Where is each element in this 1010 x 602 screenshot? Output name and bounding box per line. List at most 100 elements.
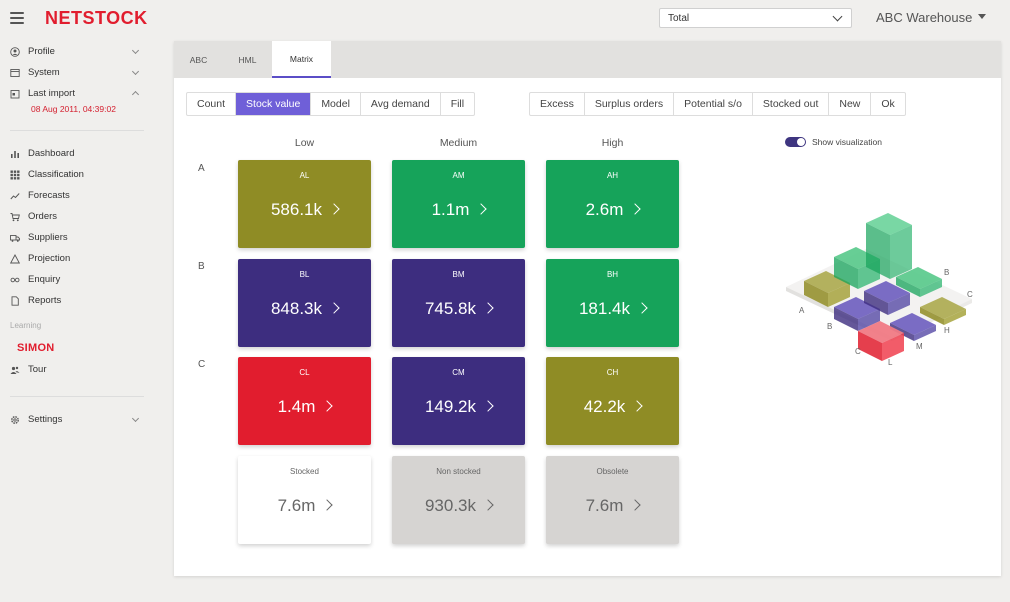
- new-button[interactable]: New: [829, 93, 872, 115]
- tab-hml[interactable]: HML: [238, 54, 257, 65]
- tile-value: 930.3k: [424, 496, 477, 515]
- ok-button[interactable]: Ok: [881, 98, 895, 110]
- matrix-tile-ch[interactable]: CH 42.2k: [546, 357, 679, 445]
- sidebar-item-forecasts[interactable]: Forecasts: [0, 185, 160, 206]
- matrix-tile-am[interactable]: AM 1.1m: [392, 160, 525, 248]
- summary-tile-obsolete[interactable]: Obsolete 7.6m: [546, 456, 679, 544]
- potential-so-button[interactable]: Potential s/o: [674, 93, 753, 115]
- sidebar-item-system[interactable]: System: [0, 62, 160, 83]
- matrix-tile-al[interactable]: AL 586.1k: [238, 160, 371, 248]
- warehouse-selector[interactable]: ABC Warehouse: [876, 10, 987, 25]
- toggle-switch[interactable]: [785, 137, 806, 147]
- summary-tile-stocked[interactable]: Stocked 7.6m: [238, 456, 371, 544]
- caret-down-icon: [978, 14, 987, 20]
- bar-chart-icon: [10, 149, 20, 159]
- tile-value: 149.2k: [424, 397, 477, 416]
- chevron-right-icon: [629, 499, 642, 511]
- sidebar-item-label: Profile: [28, 46, 55, 57]
- tile-value: 7.6m: [585, 496, 624, 515]
- chevron-down-icon[interactable]: [131, 46, 140, 55]
- fill-button[interactable]: Fill: [450, 98, 465, 110]
- isometric-visualization: A B C L M H B C: [786, 213, 973, 367]
- tile-value: 586.1k: [270, 200, 323, 219]
- tile-value: 42.2k: [583, 397, 626, 416]
- sidebar-item-profile[interactable]: Profile: [0, 41, 160, 62]
- stock-value-button[interactable]: Stock value: [236, 93, 312, 115]
- row-header-c: C: [198, 359, 206, 370]
- truck-icon: [10, 233, 20, 243]
- cart-icon: [10, 212, 20, 222]
- sidebar: Profile System Last import 08 Aug 2011, …: [0, 40, 160, 430]
- chevron-down-icon[interactable]: [131, 414, 140, 423]
- sidebar-divider: [10, 396, 144, 397]
- chevron-down-icon: [832, 11, 843, 22]
- column-header-medium: Medium: [439, 137, 478, 149]
- warehouse-label: ABC Warehouse: [876, 10, 973, 25]
- sidebar-item-classification[interactable]: Classification: [0, 164, 160, 185]
- chevron-right-icon: [482, 499, 494, 511]
- tile-code: BM: [452, 270, 465, 279]
- avg-demand-button[interactable]: Avg demand: [361, 93, 441, 115]
- tile-code: CL: [299, 368, 310, 377]
- matrix-tile-bh[interactable]: BH 181.4k: [546, 259, 679, 347]
- tab-matrix[interactable]: Matrix: [272, 41, 331, 78]
- sidebar-item-enquiry[interactable]: Enquiry: [0, 269, 160, 290]
- sidebar-item-orders[interactable]: Orders: [0, 206, 160, 227]
- chevron-right-icon: [629, 203, 642, 215]
- sidebar-item-label: Orders: [28, 211, 58, 222]
- chevron-right-icon: [321, 499, 334, 511]
- viz-axis-col-h: H: [944, 326, 950, 335]
- tile-value: 1.4m: [277, 397, 316, 416]
- system-icon: [10, 68, 20, 78]
- matrix-tile-cm[interactable]: CM 149.2k: [392, 357, 525, 445]
- sidebar-item-suppliers[interactable]: Suppliers: [0, 227, 160, 248]
- viz-axis-row-b: B: [827, 322, 832, 331]
- matrix-tile-ah[interactable]: AH 2.6m: [546, 160, 679, 248]
- sidebar-item-settings[interactable]: Settings: [0, 409, 160, 430]
- chevron-right-icon: [321, 400, 334, 412]
- netstock-logo: NETSTOCK: [45, 8, 148, 28]
- learning-section-label: Learning: [10, 321, 42, 330]
- chevron-right-icon: [482, 400, 494, 412]
- summary-tile-non-stocked[interactable]: Non stocked 930.3k: [392, 456, 525, 544]
- stocked-out-button[interactable]: Stocked out: [753, 93, 830, 115]
- excess-button[interactable]: Excess: [530, 93, 585, 115]
- tile-code: Obsolete: [596, 467, 629, 476]
- tile-value: 7.6m: [277, 496, 316, 515]
- sidebar-item-reports[interactable]: Reports: [0, 290, 160, 311]
- model-button[interactable]: Model: [311, 93, 361, 115]
- matrix-tile-cl[interactable]: CL 1.4m: [238, 357, 371, 445]
- tab-abc[interactable]: ABC: [189, 54, 208, 65]
- users-icon: [10, 365, 20, 375]
- sidebar-item-projection[interactable]: Projection: [0, 248, 160, 269]
- sidebar-item-label: Tour: [28, 364, 47, 375]
- last-import-timestamp: 08 Aug 2011, 04:39:02: [31, 104, 116, 114]
- calendar-icon: [10, 89, 20, 99]
- viz-axis-col-l: L: [888, 358, 893, 367]
- surplus-orders-button[interactable]: Surplus orders: [585, 93, 675, 115]
- show-visualization-toggle[interactable]: Show visualization: [785, 137, 882, 147]
- chevron-up-icon[interactable]: [131, 90, 140, 99]
- count-button[interactable]: Count: [187, 93, 237, 115]
- sidebar-item-dashboard[interactable]: Dashboard: [0, 143, 160, 164]
- viz-axis-row-c: C: [855, 347, 861, 356]
- matrix-tile-bl[interactable]: BL 848.3k: [238, 259, 371, 347]
- simon-logo[interactable]: SIMON: [17, 342, 55, 354]
- sidebar-item-tour[interactable]: Tour: [0, 359, 160, 380]
- toggle-label: Show visualization: [812, 137, 882, 147]
- total-select[interactable]: Total: [659, 8, 852, 28]
- sidebar-divider: [10, 130, 144, 131]
- chevron-right-icon: [328, 203, 340, 215]
- trend-icon: [10, 191, 20, 201]
- sidebar-item-label: Projection: [28, 253, 71, 264]
- sidebar-item-label: Last import: [28, 88, 75, 99]
- tile-value: 181.4k: [578, 299, 631, 318]
- menu-icon[interactable]: [10, 12, 24, 24]
- viz-axis-row-a: A: [799, 306, 805, 315]
- tile-code: AL: [299, 171, 310, 180]
- tile-code: Non stocked: [436, 467, 481, 476]
- chevron-down-icon[interactable]: [131, 67, 140, 76]
- sidebar-item-last-import[interactable]: Last import: [0, 83, 160, 104]
- matrix-tile-bm[interactable]: BM 745.8k: [392, 259, 525, 347]
- tile-value: 2.6m: [585, 200, 624, 219]
